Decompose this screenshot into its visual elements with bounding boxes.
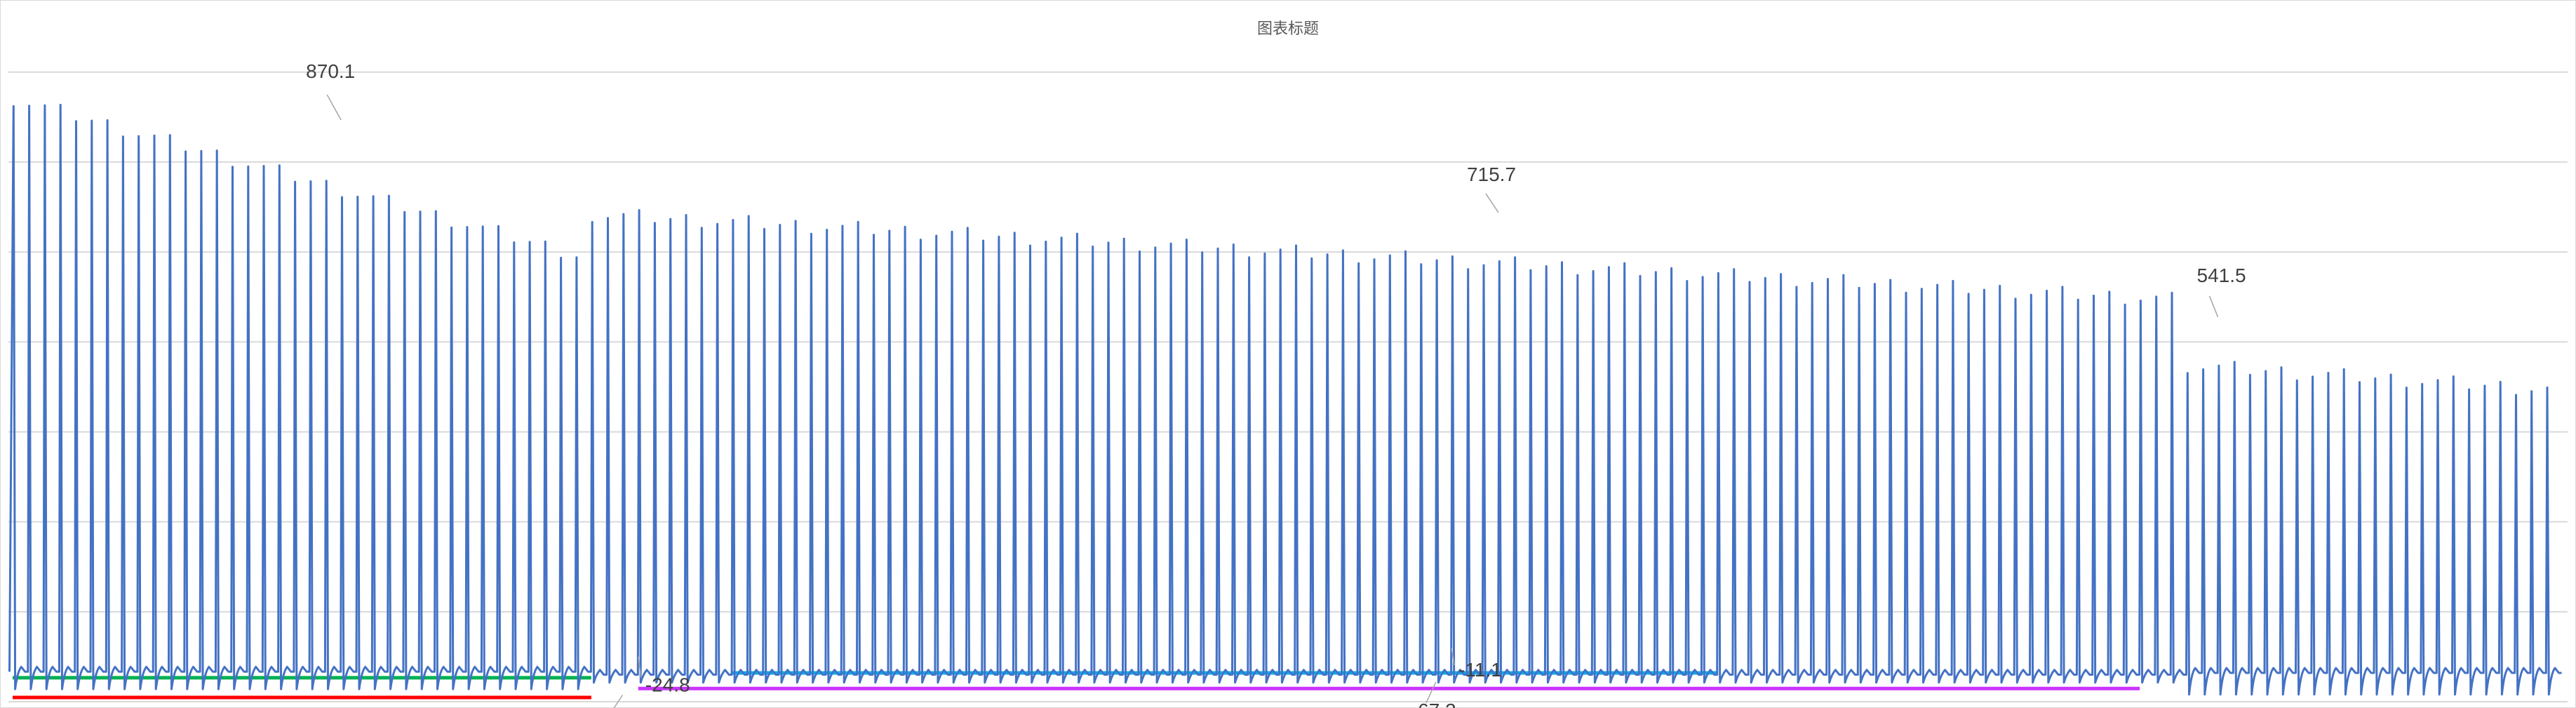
annotation-leader bbox=[1485, 193, 1499, 213]
grid-layer bbox=[8, 71, 2568, 702]
series-line bbox=[8, 103, 2562, 696]
data-label: 715.7 bbox=[1467, 163, 1516, 185]
series-layer bbox=[8, 103, 2562, 696]
annotation-leader bbox=[613, 695, 624, 708]
data-label: -67.2 bbox=[1411, 700, 1456, 708]
annotation-leader bbox=[638, 656, 642, 678]
annotation-leader bbox=[326, 94, 342, 121]
data-label: 870.1 bbox=[306, 60, 355, 82]
data-label: -11.1 bbox=[1458, 659, 1502, 681]
annotation-leader bbox=[2208, 295, 2219, 318]
data-label: 541.5 bbox=[2197, 265, 2246, 286]
annotation-leader bbox=[1425, 681, 1437, 704]
data-label: -24.8 bbox=[645, 674, 690, 696]
chart-title: 图表标题 bbox=[1256, 20, 1319, 37]
reference-lines bbox=[13, 671, 2140, 700]
annotation-leader bbox=[1451, 648, 1455, 666]
